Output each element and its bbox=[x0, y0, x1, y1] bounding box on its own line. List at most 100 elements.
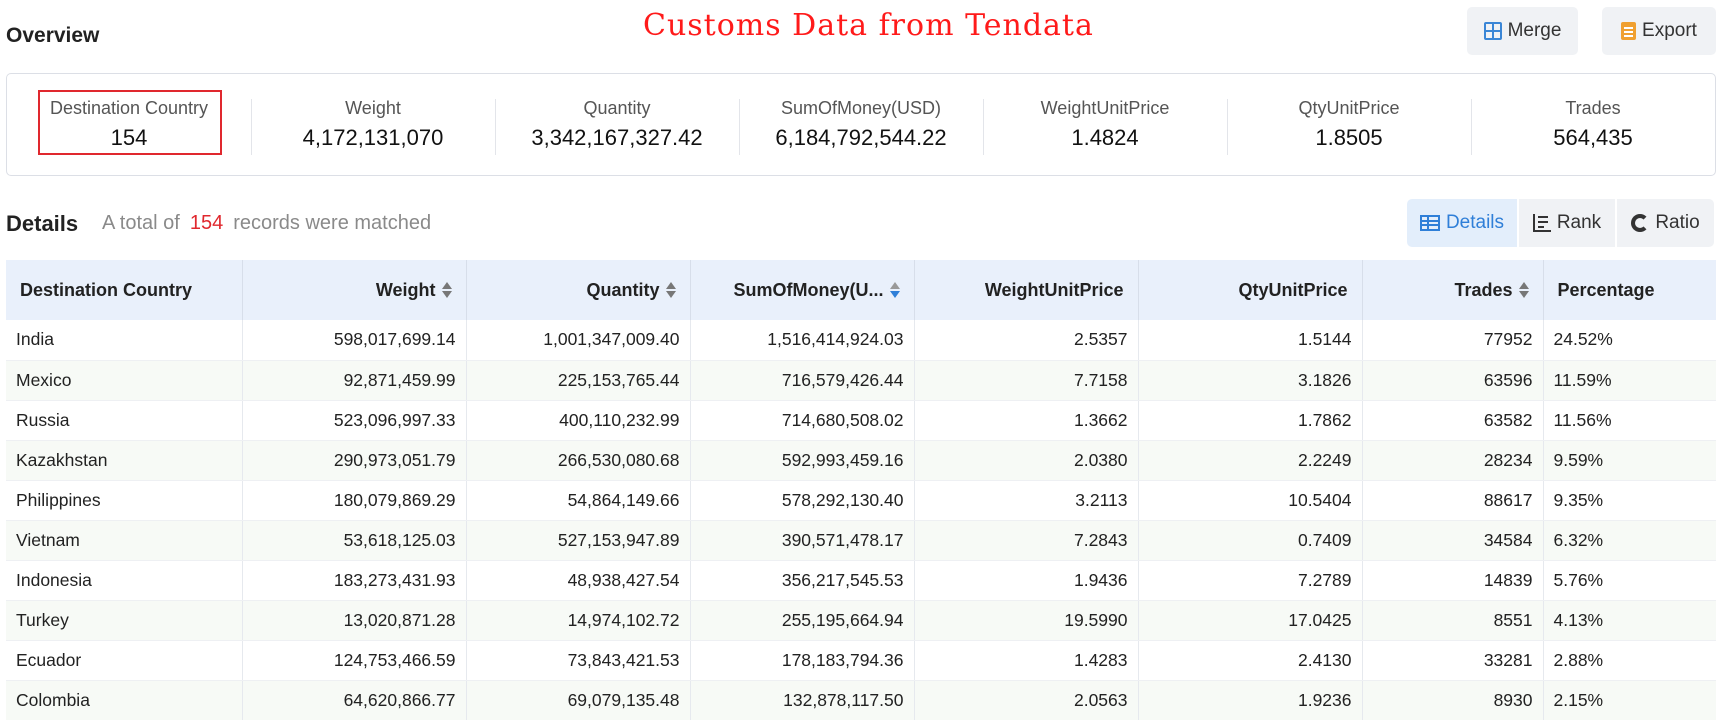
cell-percentage: 9.59% bbox=[1543, 440, 1716, 481]
table-row[interactable]: Mexico 92,871,459.99 225,153,765.44 716,579… bbox=[6, 360, 1716, 401]
overview-title: Overview bbox=[6, 24, 100, 47]
stat-quantity: Quantity 3,342,167,327.42 bbox=[495, 89, 739, 161]
cell-sum-of-money: 716,579,426.44 bbox=[690, 360, 915, 401]
table-row[interactable]: Kazakhstan 290,973,051.79 266,530,080.68 59… bbox=[6, 440, 1716, 481]
records-matched-text: A total of 154 records were matched bbox=[102, 212, 431, 235]
records-count: 154 bbox=[189, 212, 224, 234]
pie-chart-icon bbox=[1631, 214, 1650, 232]
stat-label: Destination Country bbox=[49, 98, 209, 118]
cell-qty-unit-price: 1.9236 bbox=[1138, 680, 1363, 720]
rank-icon bbox=[1532, 214, 1551, 232]
sort-icon[interactable] bbox=[441, 281, 452, 299]
sort-icon[interactable] bbox=[665, 281, 676, 299]
table-row[interactable]: Indonesia 183,273,431.93 48,938,427.54 356,… bbox=[6, 560, 1716, 601]
cell-destination-country: Philippines bbox=[6, 480, 243, 521]
stat-label: WeightUnitPrice bbox=[1040, 98, 1170, 118]
cell-weight: 13,020,871.28 bbox=[242, 600, 467, 641]
sort-icon[interactable] bbox=[1518, 281, 1529, 299]
cell-trades: 34584 bbox=[1362, 520, 1544, 561]
table-icon bbox=[1419, 215, 1440, 231]
cell-qty-unit-price: 10.5404 bbox=[1138, 480, 1363, 521]
column-header-weight-unit-price[interactable]: WeightUnitPrice bbox=[914, 260, 1139, 320]
cell-weight-unit-price: 7.2843 bbox=[914, 520, 1139, 561]
column-header-quantity[interactable]: Quantity bbox=[466, 260, 691, 320]
cell-quantity: 266,530,080.68 bbox=[466, 440, 691, 481]
table-row[interactable]: Russia 523,096,997.33 400,110,232.99 714,68… bbox=[6, 400, 1716, 441]
stat-label: QtyUnitPrice bbox=[1298, 98, 1400, 118]
cell-destination-country: Ecuador bbox=[6, 640, 243, 681]
records-suffix: records were matched bbox=[233, 212, 432, 234]
cell-destination-country: Vietnam bbox=[6, 520, 243, 561]
cell-destination-country: Turkey bbox=[6, 600, 243, 641]
details-title: Details bbox=[6, 211, 79, 236]
column-header-percentage[interactable]: Percentage bbox=[1543, 260, 1716, 320]
cell-quantity: 54,864,149.66 bbox=[466, 480, 691, 521]
stat-weight-unit-price: WeightUnitPrice 1.4824 bbox=[983, 89, 1227, 161]
cell-destination-country: India bbox=[6, 320, 243, 361]
stat-value: 1.8505 bbox=[1315, 125, 1383, 150]
summary-card: Destination Country 154 Weight 4,172,131… bbox=[6, 73, 1716, 176]
table-row[interactable]: Vietnam 53,618,125.03 527,153,947.89 390,57… bbox=[6, 520, 1716, 561]
table-row[interactable]: Philippines 180,079,869.29 54,864,149.66 57… bbox=[6, 480, 1716, 521]
cell-destination-country: Russia bbox=[6, 400, 243, 441]
details-table: Destination Country Weight Quantity SumO… bbox=[6, 260, 1716, 720]
cell-percentage: 2.88% bbox=[1543, 640, 1716, 681]
table-row[interactable]: Colombia 64,620,866.77 69,079,135.48 132,87… bbox=[6, 680, 1716, 720]
cell-destination-country: Colombia bbox=[6, 680, 243, 720]
rank-view-label: Rank bbox=[1556, 212, 1602, 233]
column-header-sum-of-money[interactable]: SumOfMoney(U... bbox=[690, 260, 915, 320]
merge-button[interactable]: Merge bbox=[1467, 7, 1578, 55]
details-view-button[interactable]: Details bbox=[1407, 199, 1517, 247]
cell-sum-of-money: 132,878,117.50 bbox=[690, 680, 915, 720]
cell-trades: 33281 bbox=[1362, 640, 1544, 681]
cell-weight: 598,017,699.14 bbox=[242, 320, 467, 361]
column-header-qty-unit-price[interactable]: QtyUnitPrice bbox=[1138, 260, 1363, 320]
stat-label: Weight bbox=[345, 98, 401, 118]
cell-quantity: 14,974,102.72 bbox=[466, 600, 691, 641]
table-header-row: Destination Country Weight Quantity SumO… bbox=[6, 260, 1716, 320]
cell-quantity: 73,843,421.53 bbox=[466, 640, 691, 681]
cell-weight: 64,620,866.77 bbox=[242, 680, 467, 720]
stat-value: 1.4824 bbox=[1071, 125, 1139, 150]
cell-percentage: 11.59% bbox=[1543, 360, 1716, 401]
column-header-weight[interactable]: Weight bbox=[242, 260, 467, 320]
cell-qty-unit-price: 1.7862 bbox=[1138, 400, 1363, 441]
details-view-label: Details bbox=[1445, 212, 1505, 233]
stat-value: 6,184,792,544.22 bbox=[775, 125, 947, 150]
cell-weight-unit-price: 2.0563 bbox=[914, 680, 1139, 720]
cell-sum-of-money: 1,516,414,924.03 bbox=[690, 320, 915, 361]
cell-trades: 8551 bbox=[1362, 600, 1544, 641]
cell-trades: 63596 bbox=[1362, 360, 1544, 401]
stat-value: 564,435 bbox=[1553, 125, 1633, 150]
cell-weight: 180,079,869.29 bbox=[242, 480, 467, 521]
table-row[interactable]: Ecuador 124,753,466.59 73,843,421.53 178,18… bbox=[6, 640, 1716, 681]
table-row[interactable]: Turkey 13,020,871.28 14,974,102.72 255,195,… bbox=[6, 600, 1716, 641]
cell-sum-of-money: 578,292,130.40 bbox=[690, 480, 915, 521]
stat-qty-unit-price: QtyUnitPrice 1.8505 bbox=[1227, 89, 1471, 161]
cell-trades: 88617 bbox=[1362, 480, 1544, 521]
cell-weight-unit-price: 3.2113 bbox=[914, 480, 1139, 521]
export-button[interactable]: Export bbox=[1602, 7, 1716, 55]
sort-descending-icon[interactable] bbox=[889, 281, 900, 299]
records-prefix: A total of bbox=[102, 212, 180, 234]
cell-trades: 77952 bbox=[1362, 320, 1544, 361]
stat-value: 4,172,131,070 bbox=[302, 125, 444, 150]
cell-weight-unit-price: 19.5990 bbox=[914, 600, 1139, 641]
column-header-trades[interactable]: Trades bbox=[1362, 260, 1544, 320]
cell-weight: 124,753,466.59 bbox=[242, 640, 467, 681]
cell-trades: 63582 bbox=[1362, 400, 1544, 441]
cell-quantity: 400,110,232.99 bbox=[466, 400, 691, 441]
cell-weight-unit-price: 7.7158 bbox=[914, 360, 1139, 401]
cell-quantity: 48,938,427.54 bbox=[466, 560, 691, 601]
details-table-container: Destination Country Weight Quantity SumO… bbox=[6, 260, 1716, 720]
cell-percentage: 2.15% bbox=[1543, 680, 1716, 720]
table-row[interactable]: India 598,017,699.14 1,001,347,009.40 1,516… bbox=[6, 320, 1716, 361]
cell-weight: 183,273,431.93 bbox=[242, 560, 467, 601]
column-header-destination-country[interactable]: Destination Country bbox=[6, 260, 243, 320]
ratio-view-button[interactable]: Ratio bbox=[1617, 199, 1714, 247]
cell-qty-unit-price: 17.0425 bbox=[1138, 600, 1363, 641]
cell-sum-of-money: 390,571,478.17 bbox=[690, 520, 915, 561]
rank-view-button[interactable]: Rank bbox=[1519, 199, 1615, 247]
cell-weight-unit-price: 1.3662 bbox=[914, 400, 1139, 441]
cell-sum-of-money: 592,993,459.16 bbox=[690, 440, 915, 481]
